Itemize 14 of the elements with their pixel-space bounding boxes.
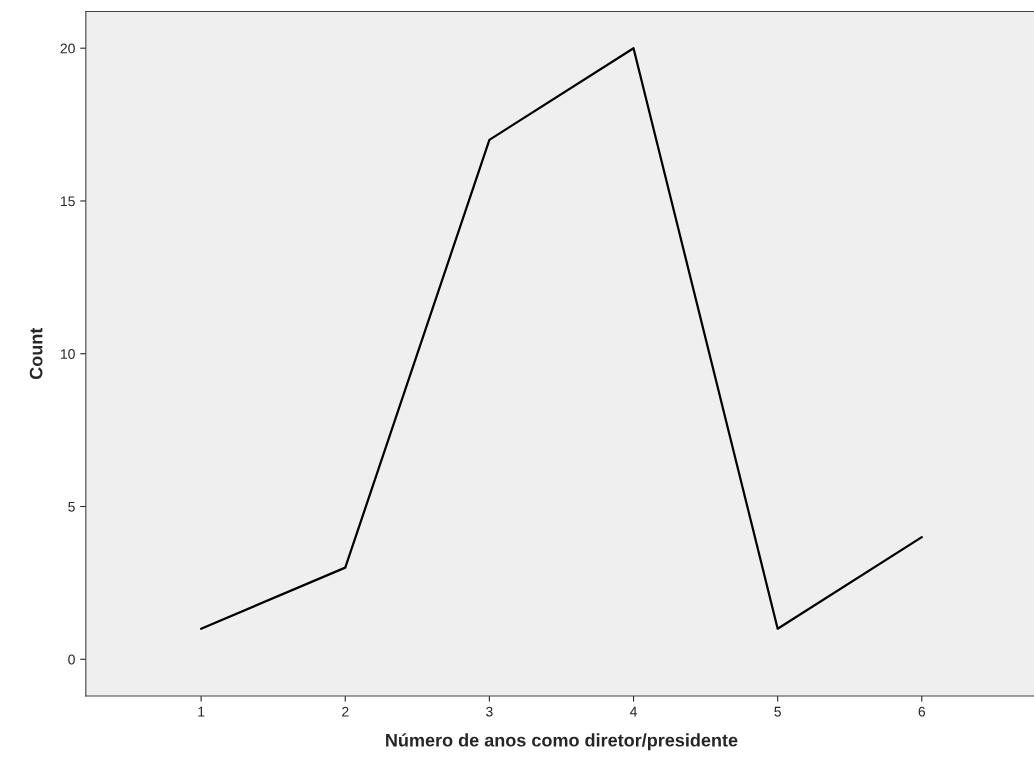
x-tick-label: 1: [198, 706, 205, 717]
y-axis-title: Count: [29, 327, 43, 380]
y-tick-label: 15: [61, 196, 75, 207]
line-series: [200, 47, 923, 630]
x-tick-label: 5: [774, 706, 781, 717]
x-tick-label: 2: [342, 706, 349, 717]
x-axis-title: Número de anos como diretor/presidente: [386, 733, 738, 751]
y-tick-label: 10: [61, 349, 75, 359]
y-tick-label: 0: [68, 654, 75, 665]
x-tick-label: 6: [918, 706, 926, 717]
x-tick-label: 4: [629, 706, 637, 717]
x-tick-label: 3: [486, 706, 493, 717]
y-tick-label: 20: [60, 43, 75, 54]
y-tick-label: 5: [68, 501, 75, 512]
